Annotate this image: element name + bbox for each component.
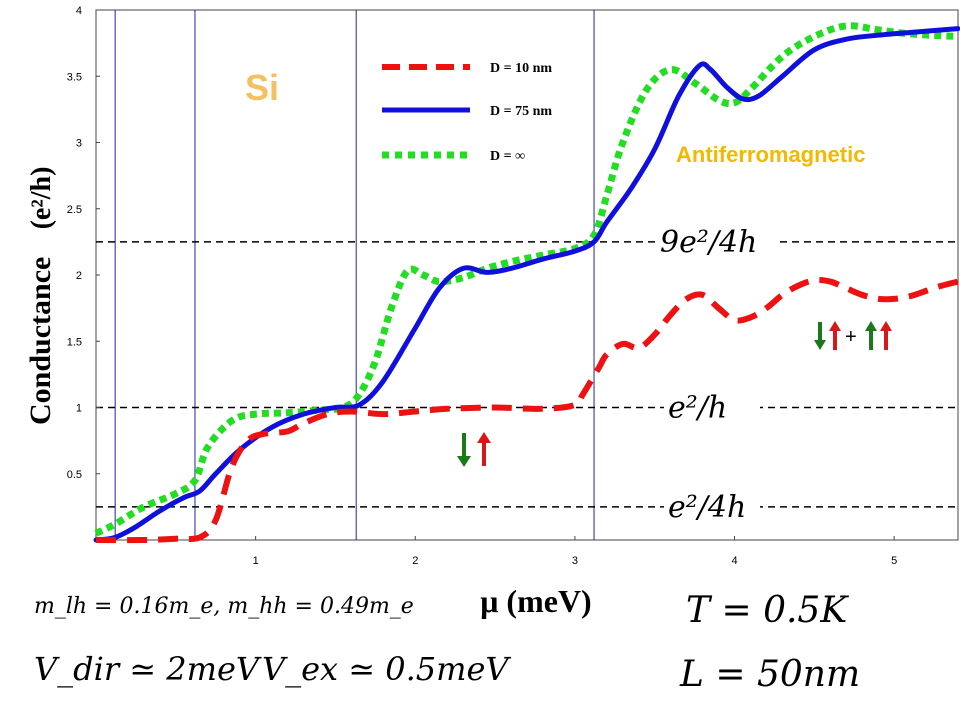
- x-tick-label: 1: [253, 555, 259, 567]
- y-tick-label: 3.5: [67, 71, 82, 83]
- y-axis-unit: (e²/h): [26, 167, 57, 230]
- plateau-label: e²/4h: [668, 490, 746, 525]
- y-tick-label: 0.5: [67, 469, 82, 481]
- plus-sign: +: [845, 326, 857, 348]
- length-annotation: L = 50nm: [680, 654, 861, 695]
- legend-label: D = 10 nm: [490, 61, 552, 76]
- y-tick-label: 2: [76, 270, 82, 282]
- series-line-solid: [93, 26, 960, 543]
- legend-label: D = 75 nm: [490, 104, 552, 119]
- x-axis-label: μ (meV): [480, 583, 591, 619]
- legend: D = 10 nm D = 75 nm D = ∞: [382, 61, 552, 164]
- y-tick-label: 1: [76, 403, 82, 415]
- vdir-annotation: V_dir ≃ 2meV: [34, 650, 260, 688]
- material-label: Si: [245, 67, 279, 108]
- spin-antiparallel-icon: [457, 432, 491, 467]
- plateau-label-background: [664, 482, 760, 523]
- vex-annotation: V_ex ≃ 0.5meV: [262, 650, 509, 688]
- axis-ticks: 1 2 3 4 5 0.5 1 1.5 2 2.5 3 3.5 4: [67, 5, 898, 567]
- x-tick-label: 5: [891, 555, 897, 567]
- y-tick-label: 1.5: [67, 336, 82, 348]
- plateau-label-background: [656, 217, 778, 258]
- mass-annotation: m_lh = 0.16m_e, m_hh = 0.49m_e: [34, 594, 414, 619]
- y-tick-label: 3: [76, 138, 82, 150]
- x-tick-label: 4: [731, 555, 737, 567]
- plateau-label: e²/h: [668, 391, 727, 426]
- reference-lines: e²/4h e²/h 9e²/4h: [96, 10, 958, 540]
- temperature-annotation: T = 0.5K: [686, 590, 848, 631]
- y-tick-label: 4: [76, 5, 82, 17]
- y-tick-label: 2.5: [67, 204, 82, 216]
- series-lines: [93, 22, 960, 544]
- legend-label: D = ∞: [490, 149, 525, 164]
- series-line-dotted: [94, 22, 959, 537]
- phase-label: Antiferromagnetic: [676, 142, 865, 167]
- spin-mixed-icon: +: [814, 321, 892, 350]
- y-axis-label: Conductance: [24, 257, 57, 425]
- x-tick-label: 3: [572, 555, 578, 567]
- series-line-dashed: [95, 277, 959, 544]
- plateau-label: 9e²/4h: [660, 225, 757, 260]
- x-tick-label: 2: [412, 555, 418, 567]
- plateau-label-background: [664, 383, 760, 424]
